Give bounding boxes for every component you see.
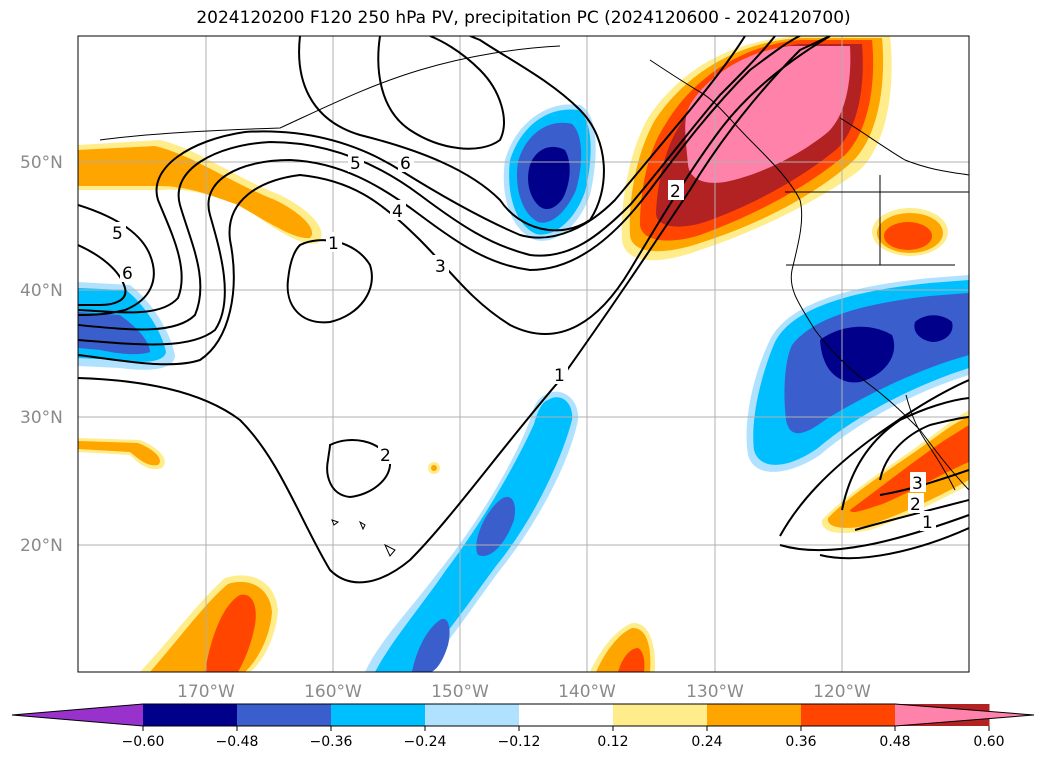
colorbar-box [519,704,614,726]
precip-positive-idaho [872,208,948,256]
colorbar-box [613,704,708,726]
precip-positive-west-band [78,140,322,244]
contour-label: 5 [112,224,123,244]
colorbar-extend-left [12,704,143,726]
lat-label: 20°N [20,536,63,556]
colorbar-extend-right [895,704,1034,726]
lat-label: 30°N [20,408,63,428]
map-border [77,35,970,673]
contour-label: 2 [380,446,391,466]
colorbar-box [425,704,520,726]
lon-label: 120°W [813,682,871,702]
colorbar-box [143,704,238,726]
colorbar-tick-label: −0.48 [216,734,259,750]
contour-label: 6 [400,154,411,174]
colorbar-tick-label: −0.24 [404,734,447,750]
precip-positive-south-right [590,622,656,672]
precip-negative-california [746,275,969,472]
latitude-labels: 50°N 40°N 30°N 20°N [20,153,63,556]
contour-label: 3 [912,474,923,494]
precip-positive-south-left [140,575,278,672]
colorbar-tick-label: −0.12 [498,734,541,750]
contour-label: 5 [350,154,361,174]
lat-label: 50°N [20,153,63,173]
lon-label: 160°W [304,682,362,702]
precip-positive-left-28n [78,438,165,470]
precip-negative-central-north [503,104,596,241]
contour-label: 3 [435,257,446,277]
precip-positive-dot-core [431,465,437,471]
colorbar-tick-label: 0.36 [785,734,816,750]
colorbar-tick-label: 0.12 [597,734,628,750]
colorbar-tick-label: −0.36 [310,734,353,750]
lon-label: 130°W [686,682,744,702]
colorbar-box [331,704,426,726]
contour-label: 6 [122,264,133,284]
colorbar-tick-label: 0.48 [879,734,910,750]
contour-label: 1 [328,234,339,254]
colorbar-box [707,704,802,726]
lon-label: 150°W [431,682,489,702]
pv-contours [78,36,969,584]
contour-label: 2 [670,182,681,202]
colorbar-box [801,704,896,726]
colorbar-tick-label: −0.60 [122,734,165,750]
contour-labels: 5 6 4 3 1 2 5 6 1 2 2 1 3 2 [110,152,936,533]
map-content: 5 6 4 3 1 2 5 6 1 2 2 1 3 2 [78,36,969,672]
coastlines [99,45,969,557]
colorbar-tick-label: 0.24 [691,734,722,750]
colorbar: −0.60 −0.48 −0.36 −0.24 −0.12 0.12 0.24 0.36 0.4… [11,703,1035,750]
precip-positive-baja [821,410,969,533]
precip-positive-pnw [621,36,892,261]
contour-label: 1 [554,366,565,386]
colorbar-tick-label: 0.60 [973,734,1004,750]
colorbar-box [237,704,332,726]
map-title: 2024120200 F120 250 hPa PV, precipitatio… [196,8,851,28]
lon-label: 140°W [558,682,616,702]
contour-label: 4 [392,202,403,222]
contour-label: 2 [910,495,921,515]
lat-label: 40°N [20,281,63,301]
longitude-labels: 170°W 160°W 150°W 140°W 130°W 120°W [177,682,871,702]
contour-label: 1 [922,513,933,533]
precip-negative-central-band [365,391,579,672]
lon-label: 170°W [177,682,235,702]
